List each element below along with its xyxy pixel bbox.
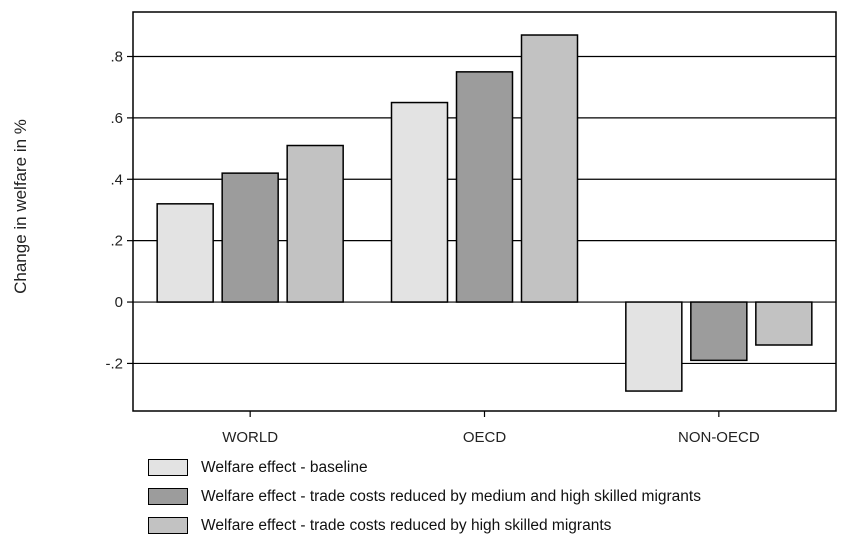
x-tick-label: WORLD (222, 429, 278, 446)
x-tick-label: OECD (463, 429, 507, 446)
y-axis: -.2 0 .2 .4 .6 .8 (105, 49, 133, 372)
legend-item: Welfare effect - trade costs reduced by … (148, 485, 701, 508)
legend-label: Welfare effect - trade costs reduced by … (201, 516, 612, 534)
y-tick-label: .8 (110, 49, 123, 66)
bars-group (156, 34, 813, 392)
bar-oecd-series-1 (390, 101, 449, 303)
x-axis: WORLD OECD NON-OECD (222, 411, 760, 446)
legend-swatch (148, 459, 188, 476)
bar-oecd-series-2 (455, 71, 514, 303)
x-tick-label: NON-OECD (678, 429, 760, 446)
legend-swatch (148, 488, 188, 505)
y-tick-label: 0 (115, 294, 123, 311)
bar-non-oecd-series-2 (690, 301, 748, 362)
bar-non-oecd-series-1 (625, 301, 683, 392)
y-tick-label: .6 (110, 110, 123, 127)
y-tick-label: .4 (110, 171, 123, 188)
legend-swatch (148, 517, 188, 534)
bar-world-series-1 (156, 203, 214, 303)
legend-item: Welfare effect - baseline (148, 456, 701, 479)
y-tick-label: .2 (110, 233, 123, 250)
bar-world-series-2 (221, 172, 279, 303)
legend: Welfare effect - baseline Welfare effect … (148, 456, 701, 543)
legend-label: Welfare effect - baseline (201, 458, 368, 476)
bar-world-series-3 (286, 144, 344, 303)
legend-label: Welfare effect - trade costs reduced by … (201, 487, 701, 505)
bar-non-oecd-series-3 (755, 301, 813, 346)
bar-oecd-series-3 (520, 34, 579, 303)
legend-item: Welfare effect - trade costs reduced by … (148, 514, 701, 537)
y-tick-label: -.2 (105, 355, 123, 372)
y-axis-label: Change in welfare in % (11, 119, 30, 294)
